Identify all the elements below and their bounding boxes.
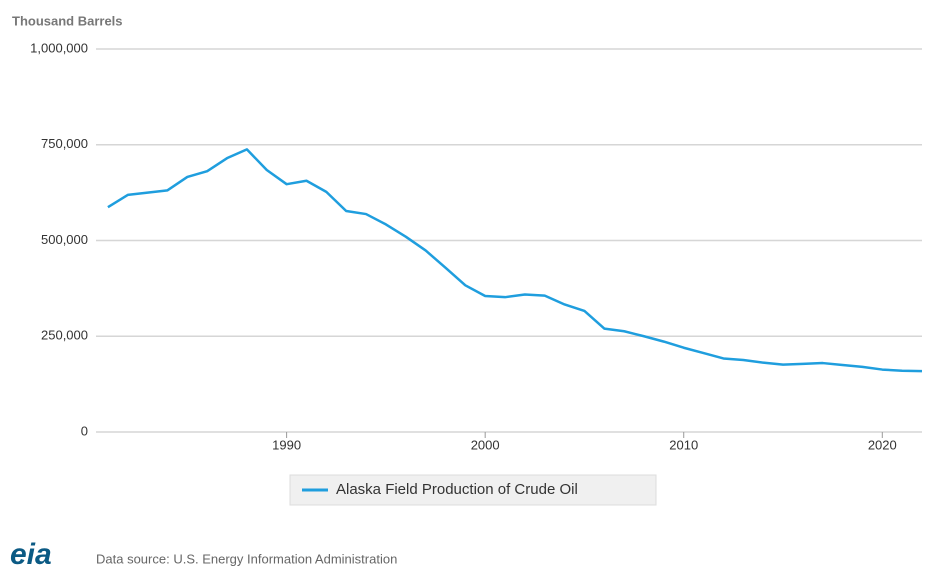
source: Data source: U.S. Energy Information Adm… — [96, 551, 397, 566]
x-tick-label: 2020 — [868, 437, 897, 452]
legend-label: Alaska Field Production of Crude Oil — [336, 481, 578, 498]
x-tick-label: 2000 — [471, 437, 500, 452]
y-tick-label: 0 — [81, 423, 88, 438]
series-line — [107, 148, 923, 373]
y-tick-label: 500,000 — [41, 232, 88, 247]
logo: eia — [10, 538, 52, 571]
y-tick-label: 250,000 — [41, 328, 88, 343]
legend-box — [289, 474, 657, 506]
x-tick-label: 2010 — [669, 437, 698, 452]
y-axis-title: Thousand Barrels — [12, 13, 123, 28]
y-tick-label: 1,000,000 — [30, 40, 88, 55]
x-tick-label: 1990 — [272, 437, 301, 452]
y-tick-label: 750,000 — [41, 136, 88, 151]
